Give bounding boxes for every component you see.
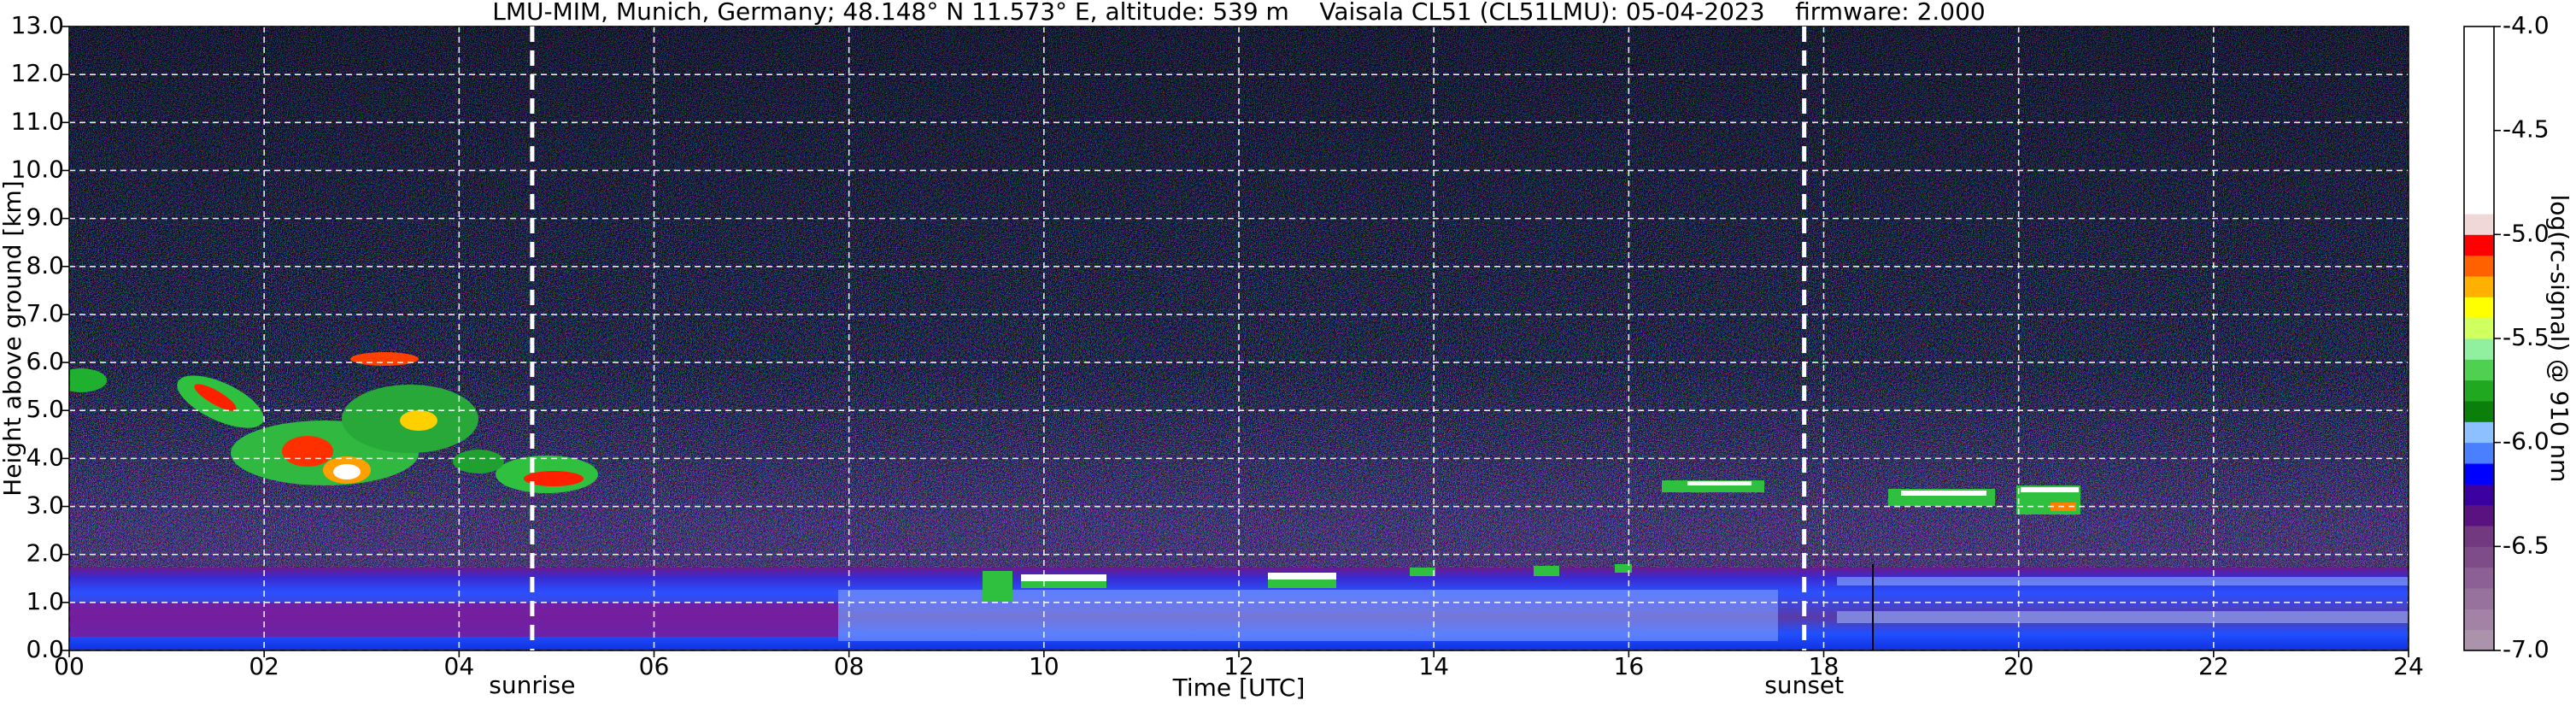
colorbar-swatch — [2464, 89, 2494, 110]
cloud — [1901, 491, 1986, 496]
colorbar-swatch — [2464, 526, 2494, 547]
y-tick-label: 6.0 — [26, 347, 64, 375]
colorbar-swatch — [2464, 546, 2494, 568]
backscatter-field — [69, 26, 2409, 650]
x-tick-label: 18 — [1809, 652, 1840, 680]
x-tick-label: 02 — [249, 652, 279, 680]
chart-title: LMU-MIM, Munich, Germany; 48.148° N 11.5… — [492, 0, 1986, 26]
y-axis-label: Height above ground [km] — [0, 180, 26, 497]
y-tick-label: 13.0 — [11, 11, 64, 39]
colorbar-swatch — [2464, 401, 2494, 422]
colorbar-swatch — [2464, 255, 2494, 277]
colorbar-tick-label: -6.0 — [2503, 427, 2550, 456]
colorbar-tick-label: -5.5 — [2503, 323, 2550, 351]
y-tick-label: 9.0 — [26, 203, 64, 232]
colorbar-swatch — [2464, 442, 2494, 464]
colorbar-tick-label: -4.0 — [2503, 11, 2550, 39]
cloud — [194, 384, 237, 411]
y-tick-label: 11.0 — [11, 107, 64, 135]
cloud — [400, 410, 437, 431]
x-tick-label: 14 — [1418, 652, 1449, 680]
y-tick-label: 1.0 — [26, 587, 64, 615]
x-tick-label: 22 — [2198, 652, 2229, 680]
annotation-label: sunset — [1764, 671, 1844, 699]
cloud — [453, 450, 504, 474]
colorbar-tick-label: -4.5 — [2503, 115, 2550, 144]
colorbar-swatch — [2464, 379, 2494, 402]
colorbar-swatch — [2464, 172, 2494, 194]
y-tick-label: 5.0 — [26, 395, 64, 423]
colorbar-swatch — [2464, 26, 2494, 48]
colorbar-swatch — [2464, 234, 2494, 256]
y-tick-label: 4.0 — [26, 443, 64, 471]
colorbar-swatch — [2464, 609, 2494, 631]
colorbar-swatch — [2464, 214, 2494, 235]
boundary-layer-band — [1837, 611, 2409, 623]
colorbar-swatch — [2464, 297, 2494, 319]
y-tick-label: 0.0 — [26, 635, 64, 663]
colorbar-swatch — [2464, 192, 2494, 215]
colorbar-swatch — [2464, 47, 2494, 69]
cloud — [1534, 566, 1559, 576]
colorbar-swatch — [2464, 421, 2494, 444]
x-tick-label: 10 — [1029, 652, 1059, 680]
y-tick-label: 2.0 — [26, 539, 64, 568]
cloud — [69, 368, 107, 392]
colorbar-swatch — [2464, 567, 2494, 589]
y-tick-label: 8.0 — [26, 251, 64, 279]
y-tick-label: 7.0 — [26, 299, 64, 327]
colorbar-tick-label: -7.0 — [2503, 635, 2550, 663]
x-tick-label: 16 — [1614, 652, 1645, 680]
colorbar-swatch — [2464, 629, 2494, 651]
colorbar-swatch — [2464, 504, 2494, 527]
cloud — [1687, 481, 1752, 485]
colorbar-swatch — [2464, 109, 2494, 132]
x-tick-label: 04 — [444, 652, 475, 680]
colorbar-swatch — [2464, 68, 2494, 90]
cloud — [350, 352, 419, 366]
y-tick-label: 10.0 — [11, 155, 64, 183]
colorbar-swatch — [2464, 588, 2494, 609]
colorbar-swatch — [2464, 359, 2494, 381]
cloud — [2021, 487, 2079, 492]
colorbar-swatch — [2464, 276, 2494, 297]
colorbar-swatch — [2464, 130, 2494, 152]
x-tick-label: 08 — [834, 652, 865, 680]
colorbar-swatch — [2464, 338, 2494, 360]
boundary-layer-band — [838, 590, 1778, 641]
cloud — [333, 464, 361, 479]
x-tick-label: 00 — [54, 652, 85, 680]
cloud — [1268, 573, 1336, 580]
y-tick-label: 12.0 — [11, 59, 64, 87]
y-tick-label: 3.0 — [26, 491, 64, 520]
cloud — [282, 436, 333, 467]
cloud — [983, 571, 1012, 601]
colorbar-tick-label: -6.5 — [2503, 531, 2550, 559]
x-axis-label: Time [UTC] — [1172, 674, 1306, 702]
annotation-label: sunrise — [489, 671, 575, 699]
colorbar-swatch — [2464, 484, 2494, 506]
cloud — [1021, 574, 1106, 581]
cloud — [1268, 580, 1336, 588]
colorbar-tick-label: -5.0 — [2503, 219, 2550, 247]
cloud-midday — [983, 564, 1632, 601]
colorbar-label: log(rc-signal) @ 910 nm — [2545, 195, 2573, 483]
cloud — [1615, 564, 1632, 573]
x-tick-label: 24 — [2393, 652, 2424, 680]
cloud-left — [69, 352, 598, 493]
cloud — [1410, 568, 1435, 576]
colorbar-swatch — [2464, 317, 2494, 339]
x-tick-label: 20 — [2004, 652, 2034, 680]
colorbar-swatch — [2464, 463, 2494, 485]
boundary-layer-band — [69, 603, 838, 637]
cloud — [524, 471, 584, 486]
colorbar-swatch — [2464, 151, 2494, 173]
cloud — [1021, 581, 1106, 588]
x-tick-label: 12 — [1223, 652, 1254, 680]
boundary-layer-band — [1837, 577, 2409, 585]
x-tick-label: 06 — [639, 652, 670, 680]
